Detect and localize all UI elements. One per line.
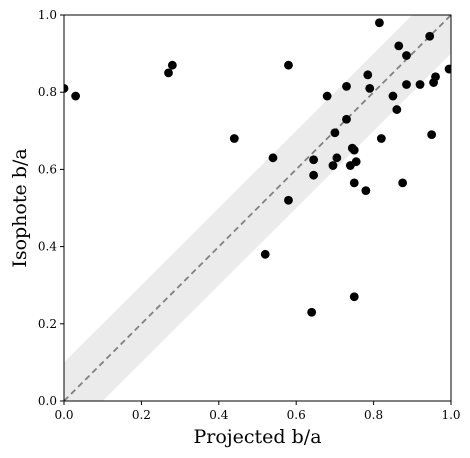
data-point — [268, 153, 278, 163]
axes: 0.0 0.2 0.4 0.6 0.8 1.0 0.0 0.2 0.4 0.6 0.8 1.0 — [38, 8, 461, 422]
data-point — [398, 178, 408, 188]
y-axis-label: Isophote b/a — [9, 148, 31, 267]
x-tick-label: 0.8 — [364, 408, 383, 422]
data-point — [167, 60, 177, 70]
data-point — [330, 128, 340, 138]
data-point — [349, 178, 359, 188]
data-point — [71, 91, 81, 101]
data-point — [349, 145, 359, 155]
y-tick-label: 1.0 — [38, 8, 57, 22]
one-to-one-line — [64, 15, 451, 401]
data-point — [349, 292, 359, 302]
y-tick-label: 0.8 — [38, 85, 57, 99]
data-point — [260, 249, 270, 259]
y-tick-label: 0.2 — [38, 317, 57, 331]
data-point — [309, 155, 319, 165]
plot-area — [64, 15, 451, 401]
data-point — [332, 153, 342, 163]
x-tick-label: 0.2 — [132, 408, 151, 422]
data-point — [322, 91, 332, 101]
data-point — [402, 51, 411, 60]
data-point — [388, 91, 398, 101]
x-tick-label: 0.6 — [287, 408, 306, 422]
data-point — [431, 72, 440, 82]
y-tick-label: 0.4 — [38, 240, 57, 254]
data-point — [284, 195, 293, 205]
x-tick-label: 0.0 — [54, 408, 73, 422]
x-axis-label: Projected b/a — [193, 426, 321, 448]
data-point — [309, 170, 319, 180]
data-point — [328, 161, 338, 170]
data-point — [425, 31, 435, 41]
data-point — [365, 83, 375, 93]
data-point — [361, 186, 371, 196]
x-tick-label: 0.4 — [209, 408, 228, 422]
y-tick-label: 0.0 — [38, 394, 57, 408]
data-point — [402, 80, 411, 89]
plot-frame — [63, 14, 452, 402]
y-tick-label: 0.6 — [38, 162, 57, 176]
data-point — [375, 18, 384, 28]
data-point — [394, 41, 404, 51]
x-tick-label: 1.0 — [441, 408, 460, 422]
data-point — [284, 60, 293, 70]
data-point — [376, 134, 386, 143]
data-point — [307, 307, 317, 317]
data-point — [427, 130, 437, 140]
data-point — [342, 82, 351, 91]
data-point — [415, 80, 425, 89]
data-point — [64, 83, 69, 93]
data-point — [351, 157, 361, 167]
data-point — [392, 105, 402, 114]
data-point — [229, 134, 239, 143]
data-point — [444, 64, 451, 74]
data-point — [363, 70, 373, 80]
data-point — [164, 68, 173, 78]
data-point — [342, 114, 351, 124]
